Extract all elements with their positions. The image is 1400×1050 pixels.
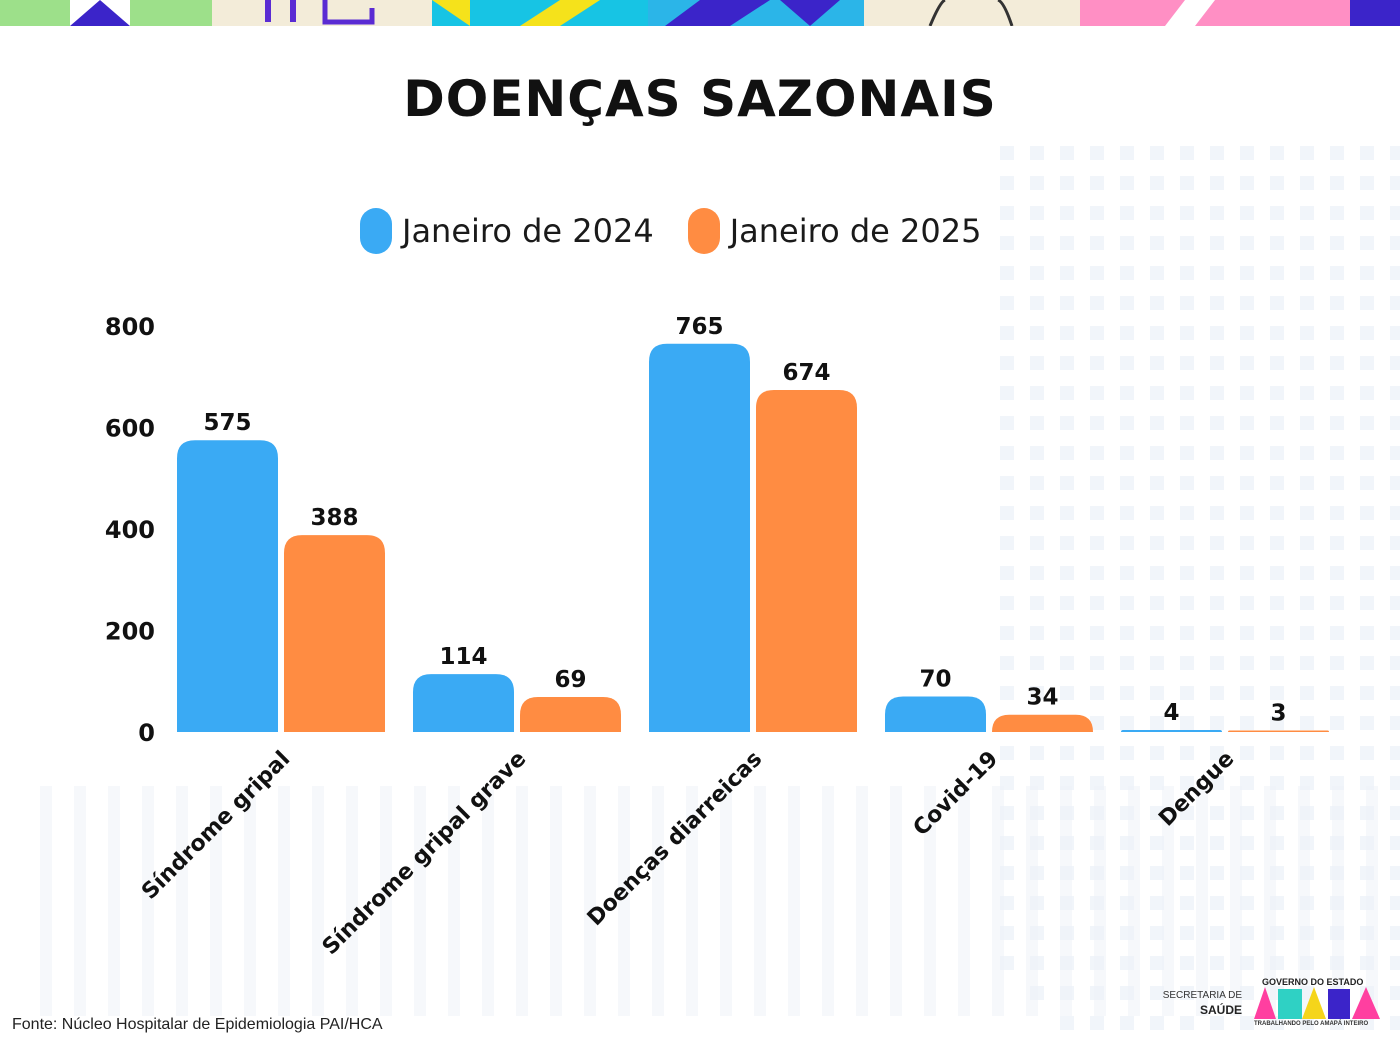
logo-secretaria-line2: SAÚDE xyxy=(1199,1003,1242,1017)
bar xyxy=(1228,730,1329,732)
bar xyxy=(992,714,1093,732)
y-tick-label: 200 xyxy=(105,618,155,646)
legend-swatch-2024 xyxy=(360,208,392,254)
data-label: 3 xyxy=(1270,700,1286,726)
x-category-label: Síndrome gripal grave xyxy=(318,747,531,960)
data-label: 575 xyxy=(203,410,251,436)
bar xyxy=(885,696,986,732)
chart-title: DOENÇAS SAZONAIS xyxy=(403,70,997,128)
bar xyxy=(284,535,385,732)
x-category-label: Dengue xyxy=(1154,747,1239,832)
bar-chart: 0 200 400 600 800 575 388 Síndrome gripal 114 69 S… xyxy=(105,313,1329,960)
data-label: 114 xyxy=(439,644,487,670)
bar xyxy=(177,440,278,732)
data-label: 70 xyxy=(919,666,951,692)
data-label: 69 xyxy=(554,667,586,693)
y-tick-label: 800 xyxy=(105,313,155,341)
bar xyxy=(1121,729,1222,732)
data-label: 765 xyxy=(675,314,723,340)
bar xyxy=(520,696,621,732)
logo-secretaria-line1: SECRETARIA DE xyxy=(1162,990,1242,1001)
amapa-government-logo: SECRETARIA DE SAÚDE GOVERNO DO ESTADO TR… xyxy=(1150,975,1390,1035)
data-label: 388 xyxy=(310,505,358,531)
y-tick-label: 600 xyxy=(105,415,155,443)
data-label: 34 xyxy=(1026,685,1058,711)
legend-item-2024: Janeiro de 2024 xyxy=(360,208,654,254)
background-pattern xyxy=(40,146,1400,1030)
logo-governo: GOVERNO DO ESTADO xyxy=(1262,977,1364,987)
legend-item-2025: Janeiro de 2025 xyxy=(687,208,982,254)
x-category-label: Covid-19 xyxy=(909,747,1003,841)
data-label: 674 xyxy=(782,360,830,386)
legend-label-2024: Janeiro de 2024 xyxy=(402,212,654,250)
logo-wordmark xyxy=(1254,987,1380,1019)
y-tick-label: 400 xyxy=(105,516,155,544)
x-category-label: Doenças diarreicas xyxy=(583,747,767,931)
bar xyxy=(756,389,857,732)
x-category-label: Síndrome gripal xyxy=(137,747,295,905)
decorative-top-banner xyxy=(0,0,1400,26)
source-note: Fonte: Núcleo Hospitalar de Epidemiologi… xyxy=(12,1016,383,1033)
legend-label-2025: Janeiro de 2025 xyxy=(729,212,982,250)
data-label: 4 xyxy=(1163,700,1179,726)
bar xyxy=(413,674,514,732)
legend: Janeiro de 2024 Janeiro de 2025 xyxy=(360,206,1015,256)
logo-tagline: TRABALHANDO PELO AMAPÁ INTEIRO xyxy=(1254,1021,1369,1027)
bar xyxy=(649,343,750,732)
legend-swatch-2025 xyxy=(687,208,720,254)
y-tick-label: 0 xyxy=(138,719,155,747)
